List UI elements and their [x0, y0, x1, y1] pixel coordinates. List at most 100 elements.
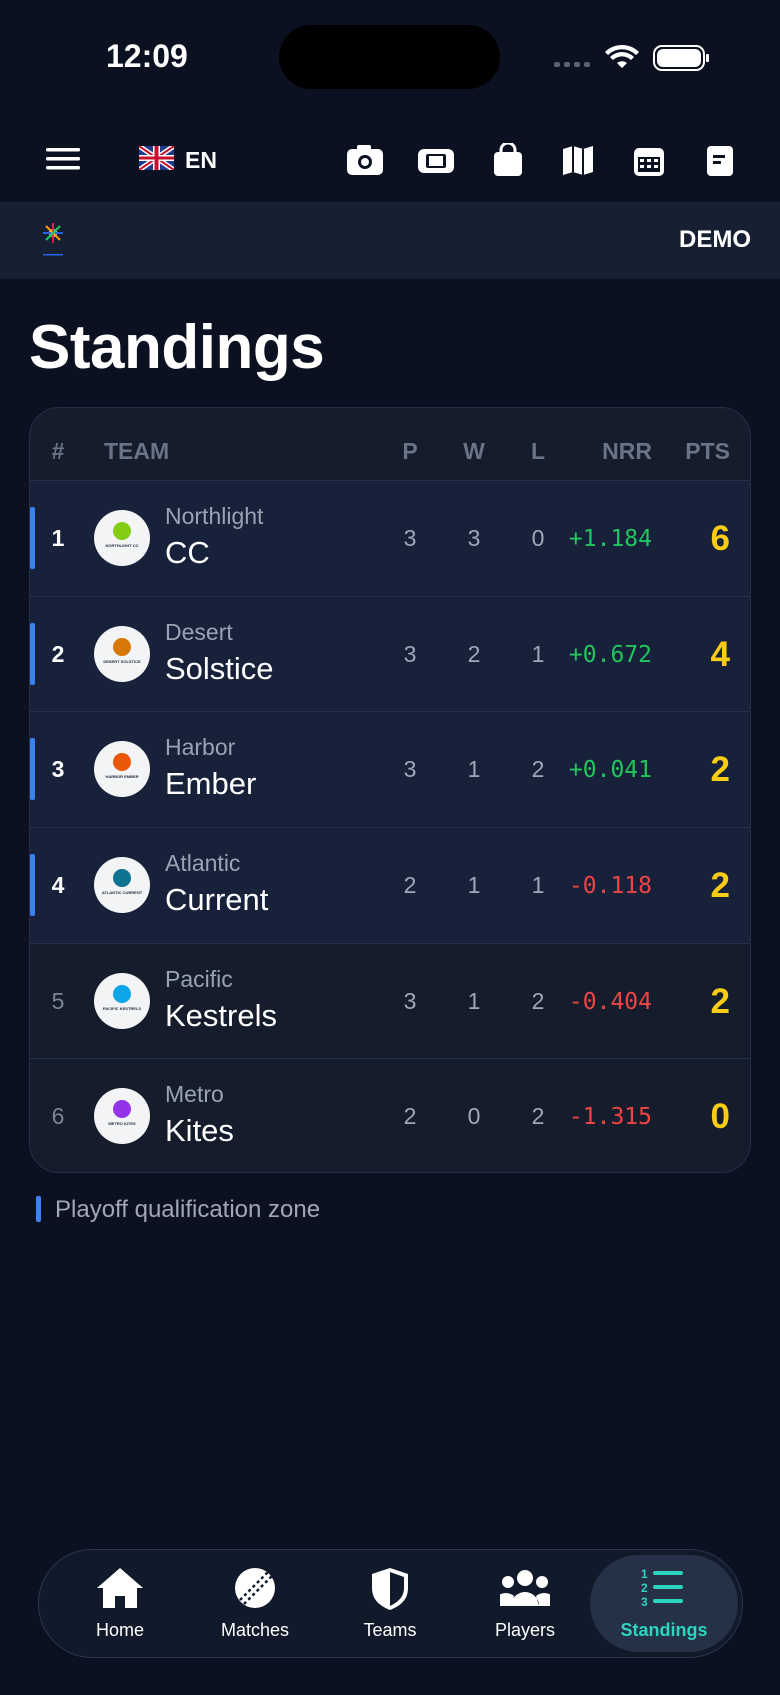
net-run-rate: +1.184	[568, 525, 652, 552]
net-run-rate: +0.041	[568, 756, 652, 783]
stat-w: 1	[467, 988, 481, 1014]
standings-row[interactable]: 2 DESERT SOLSTICE Desert Solstice 3 2 1 +0.672 4	[30, 596, 750, 712]
team-logo: METRO KITES	[94, 1088, 150, 1144]
stat-l: 0	[531, 525, 545, 551]
logo-mark	[113, 638, 131, 656]
legend-text: Playoff qualification zone	[55, 1196, 321, 1223]
column-header: TEAM	[104, 438, 170, 464]
team-logo: ATLANTIC CURRENT	[94, 857, 150, 913]
logo-mark	[113, 869, 131, 887]
team-logo: NORTHLIGHT CC	[94, 510, 150, 566]
nav-item[interactable]: Home	[50, 1550, 190, 1657]
net-run-rate: -1.315	[568, 1103, 652, 1130]
standings-row[interactable]: 3 HARBOR EMBER Harbor Ember 3 1 2 +0.041 2	[30, 711, 750, 827]
rank: 3	[51, 756, 65, 782]
nav-label: Home	[95, 1620, 144, 1640]
camera-icon[interactable]	[347, 145, 383, 175]
team-logo: PACIFIC KESTRELS	[94, 973, 150, 1029]
stat-l: 1	[531, 872, 545, 898]
league-logo[interactable]	[38, 220, 72, 262]
calendar-icon[interactable]	[634, 148, 664, 176]
team-name-line2: CC	[165, 535, 210, 570]
stat-p: 3	[403, 525, 417, 551]
scorecard-icon[interactable]	[707, 146, 733, 176]
bottom-nav: Home Matches Teams Players 1 2 3 Standings	[38, 1549, 743, 1658]
flag-icon[interactable]	[139, 146, 174, 170]
nav-item[interactable]: Players	[455, 1550, 595, 1657]
points: 0	[710, 1096, 730, 1136]
legend-swatch	[36, 1196, 41, 1222]
stat-p: 2	[403, 872, 417, 898]
team-name-line2: Current	[165, 882, 269, 917]
stat-p: 3	[403, 641, 417, 667]
nav-label: Players	[494, 1620, 556, 1640]
standings-row[interactable]: 5 PACIFIC KESTRELS Pacific Kestrels 3 1 2 -0.40…	[30, 943, 750, 1059]
column-header: NRR	[602, 438, 652, 464]
nav-label: Matches	[220, 1620, 290, 1640]
rank: 4	[51, 872, 65, 898]
header-band	[0, 202, 780, 279]
qualification-bar	[30, 854, 35, 916]
logo-text: PACIFIC KESTRELS	[102, 1006, 142, 1011]
svg-text:2: 2	[641, 1581, 648, 1595]
logo-mark	[113, 522, 131, 540]
stat-p: 3	[403, 988, 417, 1014]
shop-icon[interactable]	[494, 143, 522, 176]
svg-text:1: 1	[641, 1567, 648, 1581]
qualification-bar	[30, 738, 35, 800]
demo-badge: DEMO	[679, 226, 751, 253]
status-time: 12:09	[106, 38, 188, 74]
team-name-line2: Ember	[165, 766, 257, 801]
team-name-line1: Atlantic	[165, 850, 241, 876]
dynamic-island	[279, 25, 500, 89]
stat-p: 2	[403, 1103, 417, 1129]
logo-text: NORTHLIGHT CC	[105, 543, 139, 548]
standings-table: # TEAM P W L NRR PTS 1 NORTHLIGHT CC Northlight CC…	[29, 407, 751, 1173]
rank: 2	[51, 641, 65, 667]
stat-p: 3	[403, 756, 417, 782]
team-logo: HARBOR EMBER	[94, 741, 150, 797]
net-run-rate: -0.404	[568, 988, 652, 1015]
standings-row[interactable]: 1 NORTHLIGHT CC Northlight CC 3 3 0 +1.184 6	[30, 480, 750, 596]
nav-icon	[97, 1568, 143, 1608]
nav-item[interactable]: Teams	[320, 1550, 460, 1657]
logo-mark	[113, 753, 131, 771]
rank: 5	[51, 988, 65, 1014]
stat-l: 2	[531, 988, 545, 1014]
stat-w: 0	[467, 1103, 481, 1129]
nav-icon	[235, 1568, 275, 1608]
stat-w: 1	[467, 756, 481, 782]
logo-mark	[113, 1100, 131, 1118]
column-header: P	[402, 438, 418, 464]
nav-icon	[500, 1570, 550, 1606]
page-title: Standings	[29, 313, 325, 382]
team-name-line1: Metro	[165, 1081, 224, 1107]
column-header: W	[463, 438, 485, 464]
points: 2	[710, 981, 730, 1021]
stat-w: 2	[467, 641, 481, 667]
team-name-line1: Pacific	[165, 966, 233, 992]
points: 2	[710, 749, 730, 789]
logo-text: HARBOR EMBER	[105, 774, 139, 779]
points: 4	[710, 634, 730, 674]
column-header: PTS	[685, 438, 730, 464]
team-name-line1: Northlight	[165, 503, 264, 529]
map-icon[interactable]	[563, 146, 593, 175]
points: 2	[710, 865, 730, 905]
tickets-icon[interactable]	[418, 149, 454, 173]
standings-row[interactable]: 6 METRO KITES Metro Kites 2 0 2 -1.315 0	[30, 1058, 750, 1172]
language-label[interactable]: EN	[185, 147, 217, 173]
logo-text: DESERT SOLSTICE	[103, 659, 141, 664]
stat-w: 1	[467, 872, 481, 898]
net-run-rate: -0.118	[568, 872, 652, 899]
column-header: L	[530, 438, 546, 464]
logo-mark	[113, 985, 131, 1003]
nav-item[interactable]: Matches	[185, 1550, 325, 1657]
nav-item[interactable]: 1 2 3 Standings	[590, 1555, 738, 1652]
column-header: #	[51, 438, 65, 464]
standings-row[interactable]: 4 ATLANTIC CURRENT Atlantic Current 2 1 1 -0.11…	[30, 827, 750, 943]
stat-w: 3	[467, 525, 481, 551]
stat-l: 2	[531, 1103, 545, 1129]
menu-button[interactable]	[46, 146, 82, 172]
svg-text:3: 3	[641, 1595, 648, 1609]
